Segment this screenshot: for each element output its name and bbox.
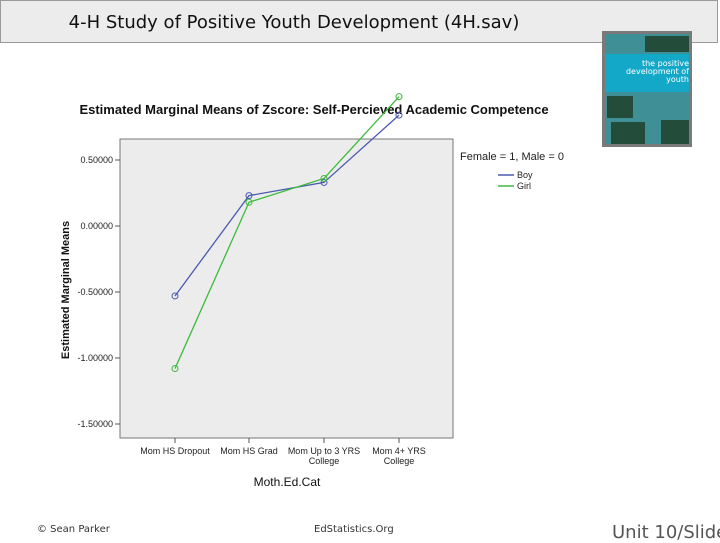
y-tick-label: -1.00000 [77, 353, 113, 363]
legend-label-boy: Boy [517, 170, 533, 180]
cover-text: the positive development of youth [625, 59, 689, 84]
cover-photo-top [645, 36, 689, 52]
cover-band [605, 54, 689, 92]
data-point-boy [245, 192, 253, 200]
series-line-girl [174, 96, 400, 369]
slide-title-bar: 4-H Study of Positive Youth Development … [0, 0, 718, 43]
footer-slide-number: Unit 10/Slide [612, 522, 720, 543]
x-tick-label-line: Mom 4+ YRS [372, 446, 426, 456]
y-axis: 0.50000 0.00000 -0.50000 -1.00000 -1.50000 [77, 155, 120, 429]
x-tick-label-line: Mom Up to 3 YRS [288, 446, 360, 456]
x-axis: Mom HS Dropout Mom HS Grad Mom Up to 3 YRS… [140, 438, 426, 466]
data-point-girl [395, 93, 403, 101]
x-tick-label-line: College [384, 456, 415, 466]
data-point-boy [395, 111, 403, 119]
slide-title: 4-H Study of Positive Youth Development … [68, 12, 520, 33]
x-tick-label: Mom 4+ YRS College [372, 446, 426, 466]
cover-photo-right [661, 120, 689, 144]
data-point-boy [171, 292, 179, 300]
cover-photo-mid [611, 122, 645, 144]
y-tick-label: 0.00000 [80, 221, 113, 231]
legend-title: Female = 1, Male = 0 [460, 151, 564, 163]
footer-site: EdStatistics.Org [314, 524, 394, 535]
series-layer [171, 93, 403, 373]
y-tick-label: -0.50000 [77, 287, 113, 297]
data-point-boy [320, 178, 328, 186]
book-cover-image: the positive development of youth [602, 31, 692, 147]
cover-photo-left [607, 96, 633, 118]
x-tick-label-line: Mom HS Dropout [140, 446, 210, 456]
footer-copyright: © Sean Parker [37, 524, 110, 535]
y-tick-label: 0.50000 [80, 155, 113, 165]
chart-title: Estimated Marginal Means of Zscore: Self… [79, 102, 548, 117]
plot-area [119, 138, 454, 439]
x-axis-label: Moth.Ed.Cat [254, 475, 321, 489]
legend-label-girl: Girl [517, 181, 531, 191]
x-tick-label-line: Mom HS Grad [220, 446, 278, 456]
series-line-boy [174, 114, 400, 297]
data-point-girl [320, 174, 328, 182]
data-point-girl [245, 198, 253, 206]
x-tick-label-line: College [309, 456, 340, 466]
x-tick-label: Mom Up to 3 YRS College [288, 446, 360, 466]
x-tick-label: Mom HS Grad [220, 446, 278, 456]
y-axis-label: Estimated Marginal Means [60, 221, 72, 359]
x-tick-label: Mom HS Dropout [140, 446, 210, 456]
y-tick-label: -1.50000 [77, 419, 113, 429]
data-point-girl [171, 365, 179, 373]
